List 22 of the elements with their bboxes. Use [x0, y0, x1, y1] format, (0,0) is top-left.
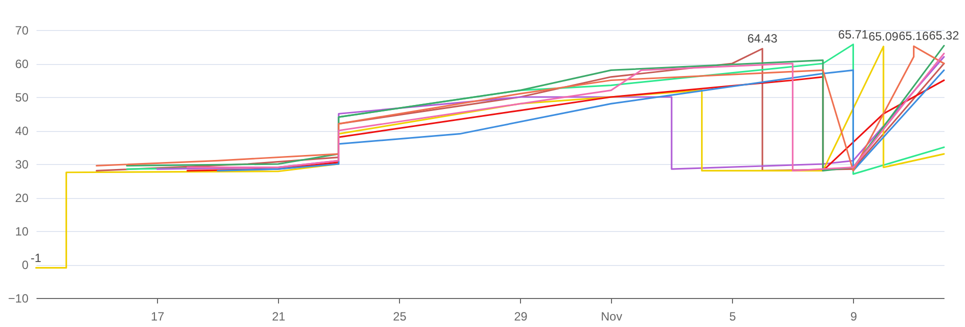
- x-tick-label: 25: [393, 310, 407, 324]
- y-tick-label: 50: [15, 90, 29, 104]
- y-tick-label: 70: [15, 24, 29, 38]
- y-tick-label: 60: [15, 57, 29, 71]
- x-tick-label: 9: [850, 310, 858, 324]
- y-tick-label: 10: [15, 224, 29, 238]
- annotation: 65.32: [928, 28, 960, 43]
- annotation: 65.71: [838, 27, 869, 42]
- annotation: 65.09: [868, 29, 899, 44]
- annotation: 64.43: [747, 32, 778, 46]
- y-tick-label: 40: [15, 124, 29, 138]
- x-tick-label: Nov: [600, 310, 622, 324]
- x-tick-label: 21: [272, 310, 286, 324]
- y-tick-label: 30: [15, 158, 29, 172]
- y-tick-label: −10: [8, 292, 29, 306]
- x-tick-label: 17: [150, 310, 165, 324]
- annotation: 65.16: [898, 29, 930, 44]
- x-tick-label: 29: [514, 310, 528, 324]
- y-tick-label: 20: [15, 191, 29, 205]
- y-tick-label: 0: [22, 258, 29, 272]
- x-tick-label: 5: [729, 310, 736, 324]
- annotation: -1: [30, 250, 42, 265]
